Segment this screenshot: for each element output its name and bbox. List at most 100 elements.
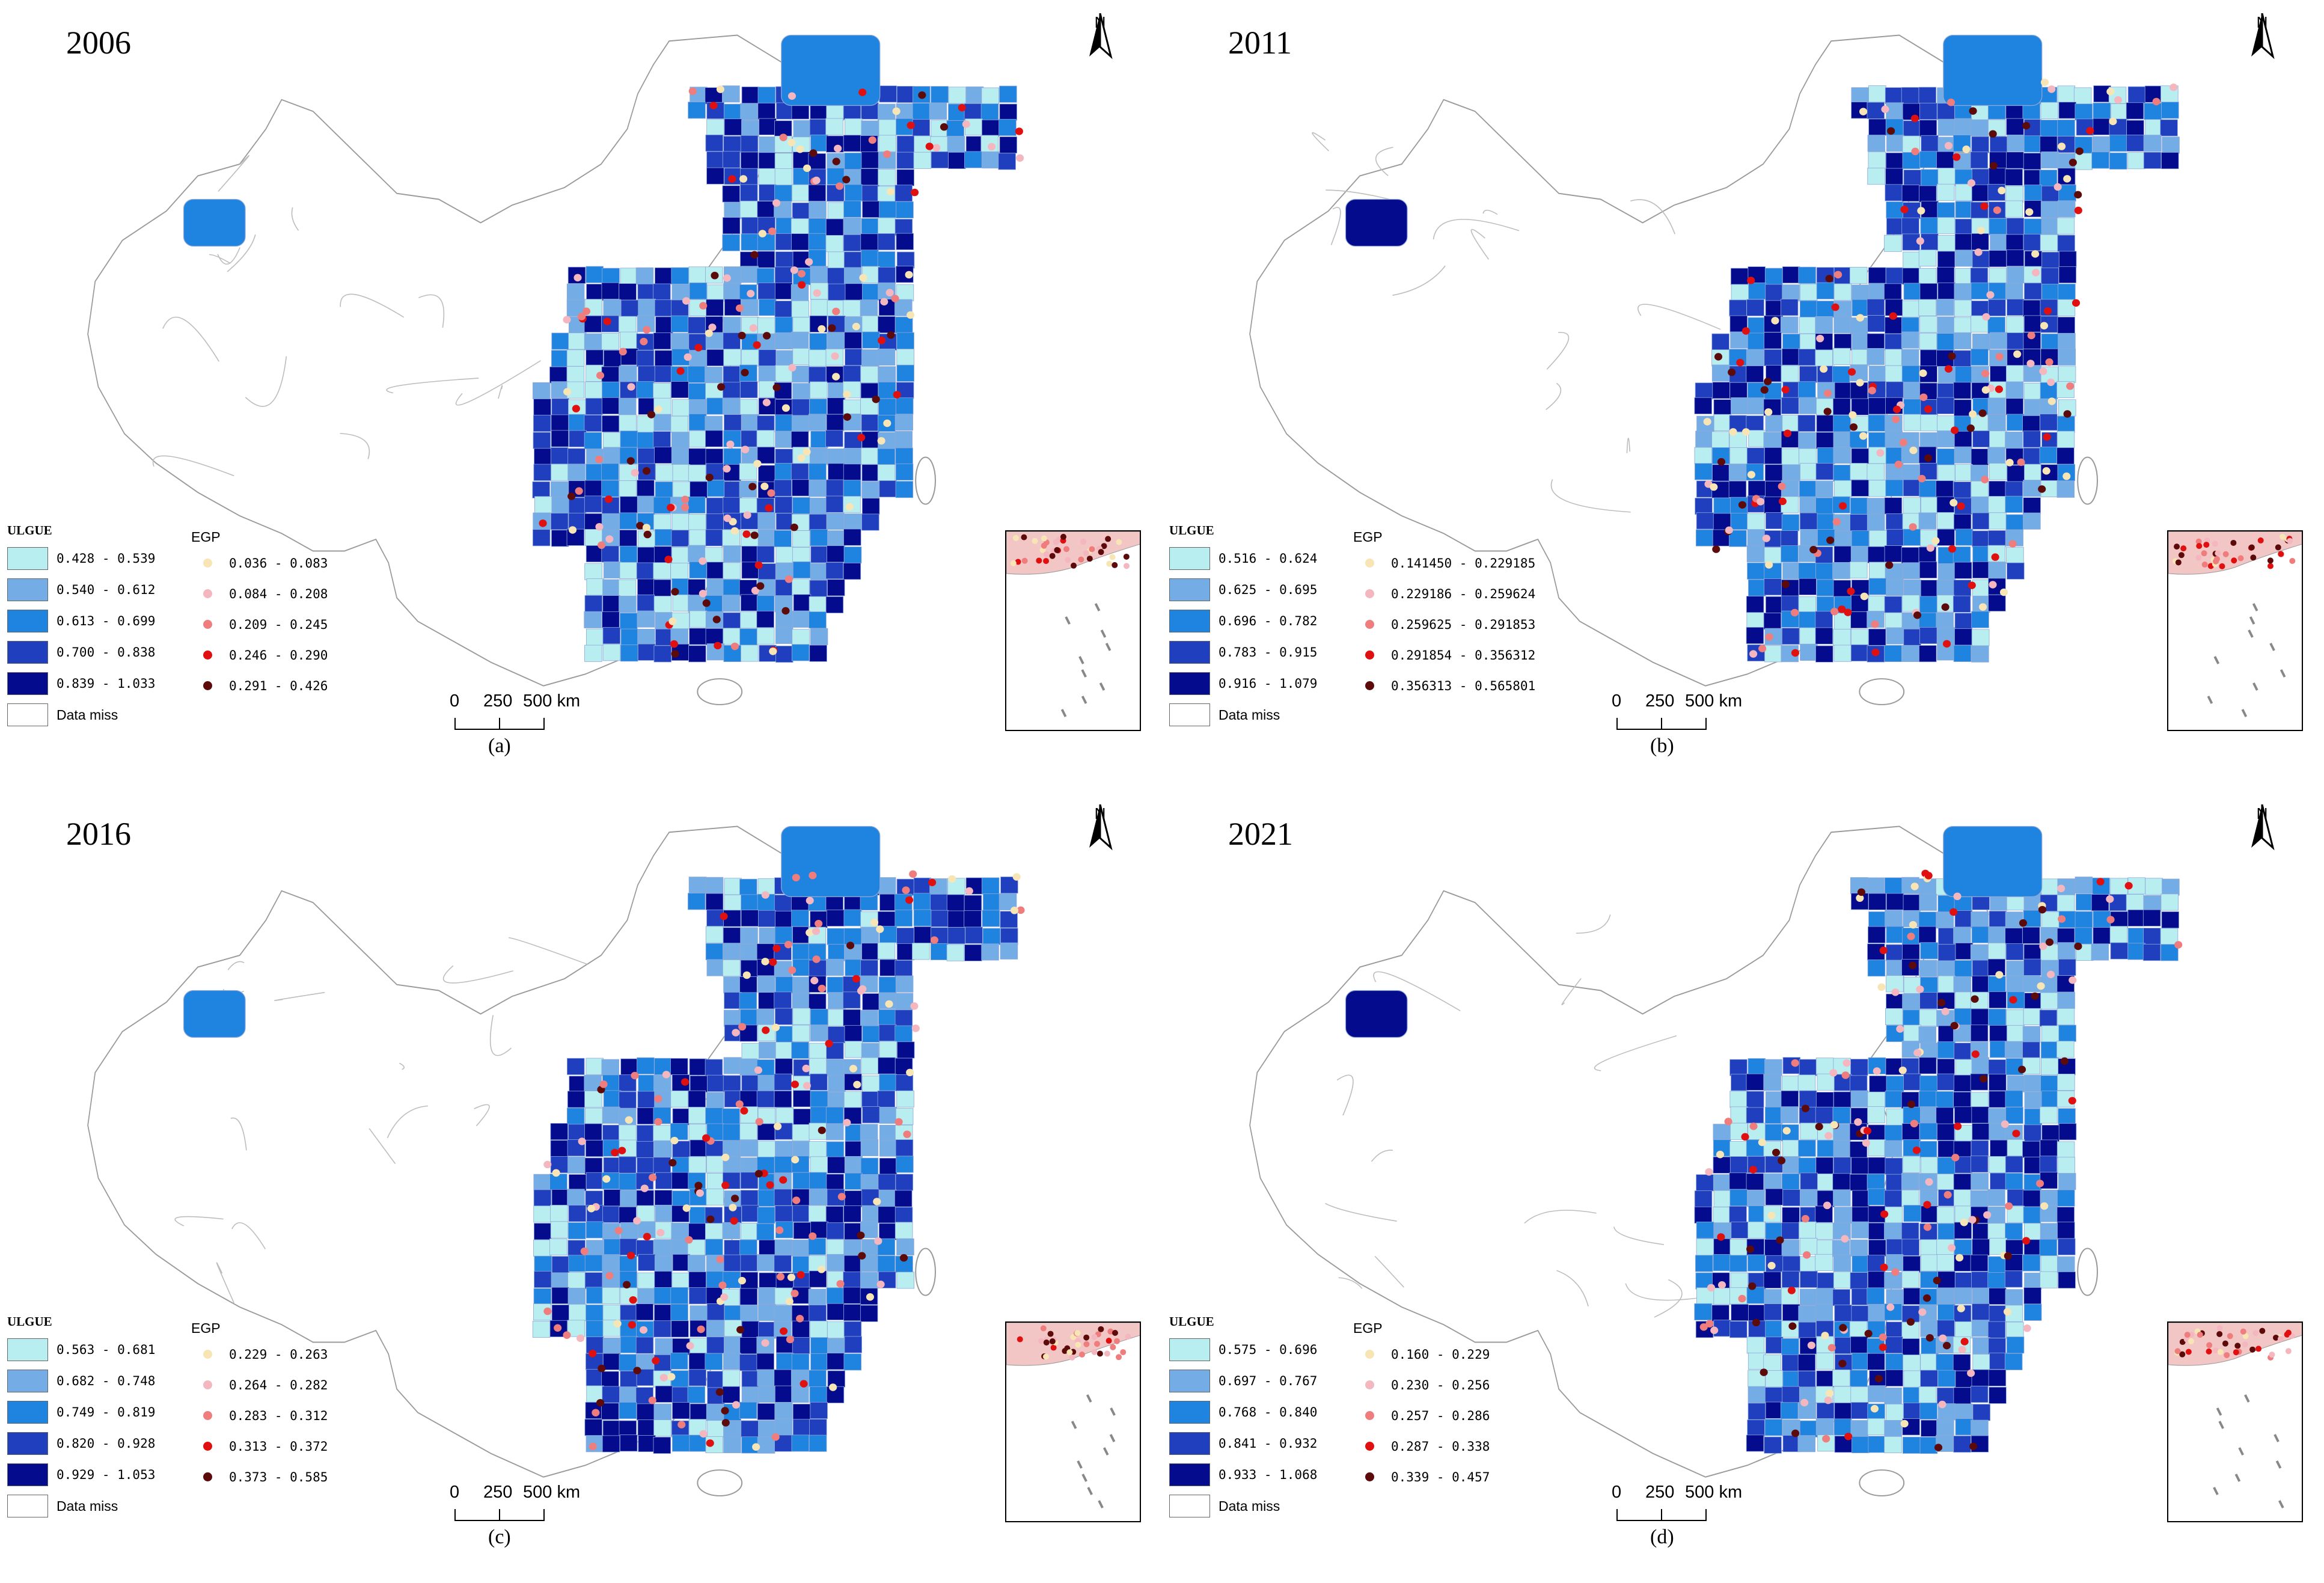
inset-egp-point — [1050, 1344, 1057, 1351]
city-unit — [808, 250, 827, 267]
south-china-sea-inset — [2167, 1321, 2303, 1522]
city-unit — [1781, 448, 1800, 465]
city-unit — [1800, 463, 1818, 480]
city-unit — [723, 1124, 741, 1141]
city-unit — [1903, 1387, 1921, 1404]
city-unit — [568, 332, 586, 350]
city-unit — [878, 1024, 897, 1041]
city-unit — [1782, 464, 1800, 482]
city-unit — [912, 943, 930, 960]
city-unit — [551, 530, 569, 547]
city-unit — [1833, 629, 1851, 646]
city-unit — [1885, 1370, 1903, 1387]
city-unit — [948, 87, 967, 104]
city-unit — [533, 1189, 552, 1207]
city-unit — [602, 595, 620, 613]
city-unit — [828, 992, 846, 1009]
inset-egp-point — [2248, 544, 2255, 551]
city-unit — [2110, 942, 2129, 960]
egp-legend-label: 0.291854 - 0.356312 — [1391, 648, 1536, 663]
egp-point — [2003, 1308, 2012, 1316]
inset-egp-point — [1049, 1338, 1056, 1345]
city-unit — [879, 1139, 897, 1157]
city-unit — [690, 1403, 708, 1421]
city-unit — [653, 283, 671, 301]
city-unit — [1711, 1305, 1729, 1322]
city-unit — [2056, 480, 2075, 498]
city-unit — [2022, 415, 2040, 433]
city-unit — [2161, 152, 2179, 170]
egp-point — [1791, 1429, 1800, 1438]
nine-dash-line — [1099, 682, 1105, 691]
inset-egp-point — [1116, 539, 1122, 545]
city-unit — [809, 1434, 827, 1452]
egp-point — [988, 142, 996, 151]
egp-point — [903, 1130, 911, 1138]
city-unit — [707, 1371, 725, 1388]
city-unit — [1816, 579, 1835, 596]
city-unit — [688, 1272, 706, 1289]
city-unit — [706, 1092, 724, 1109]
city-unit — [2023, 1206, 2041, 1223]
city-unit — [1748, 317, 1766, 334]
egp-point — [892, 107, 901, 115]
city-unit — [774, 496, 793, 513]
egp-point — [552, 1169, 560, 1177]
egp-point — [2005, 459, 2014, 467]
egp-point — [1871, 648, 1880, 657]
ulgue-legend-row: 0.768 - 0.840 — [1169, 1397, 1317, 1428]
egp-point — [842, 176, 851, 184]
city-unit — [586, 1172, 604, 1189]
city-unit — [1694, 1206, 1713, 1223]
city-unit — [843, 547, 862, 564]
city-unit — [671, 448, 690, 465]
city-unit — [706, 349, 724, 366]
city-unit — [724, 481, 742, 498]
city-unit — [655, 1385, 673, 1403]
city-unit — [878, 976, 897, 994]
city-unit — [1972, 1354, 1990, 1371]
egp-point — [705, 329, 713, 337]
city-unit — [1971, 911, 1989, 929]
city-unit — [894, 1025, 913, 1043]
city-unit — [845, 184, 863, 201]
inset-map — [2168, 531, 2302, 717]
city-unit — [638, 298, 656, 316]
city-unit — [1953, 332, 1972, 349]
city-unit — [705, 877, 724, 894]
city-unit — [741, 299, 759, 316]
egp-point — [1944, 365, 1953, 373]
city-unit — [1731, 1304, 1749, 1321]
city-unit — [1712, 382, 1730, 399]
egp-point — [1862, 1139, 1870, 1147]
egp-legend-label: 0.084 - 0.208 — [229, 586, 328, 601]
inset-egp-point — [1091, 1333, 1098, 1340]
city-unit — [567, 448, 586, 465]
egp-point — [887, 188, 895, 196]
city-unit — [1765, 512, 1784, 530]
city-unit — [1780, 1402, 1799, 1419]
city-unit — [2056, 447, 2075, 465]
egp-point — [787, 138, 796, 147]
city-unit — [1990, 234, 2008, 251]
egp-point — [771, 1023, 780, 1032]
city-unit — [1798, 562, 1816, 580]
inset-egp-point — [1010, 560, 1017, 566]
city-unit — [810, 628, 828, 645]
city-unit — [688, 1353, 707, 1370]
city-unit — [825, 430, 843, 447]
city-unit — [2022, 1026, 2041, 1043]
egp-point — [721, 1181, 730, 1189]
scale-bar: 0 250 500 km — [1612, 1483, 1773, 1555]
city-unit — [740, 943, 758, 961]
ulgue-legend-row: 0.540 - 0.612 — [7, 574, 155, 605]
city-unit — [1903, 1205, 1921, 1222]
egp-point — [1825, 275, 1833, 283]
egp-point — [2045, 938, 2054, 946]
city-unit — [1901, 547, 1919, 565]
city-unit — [1903, 479, 1921, 497]
city-unit — [741, 1043, 760, 1060]
city-unit — [740, 135, 759, 153]
city-unit — [688, 1369, 707, 1386]
city-unit — [1937, 960, 1956, 978]
